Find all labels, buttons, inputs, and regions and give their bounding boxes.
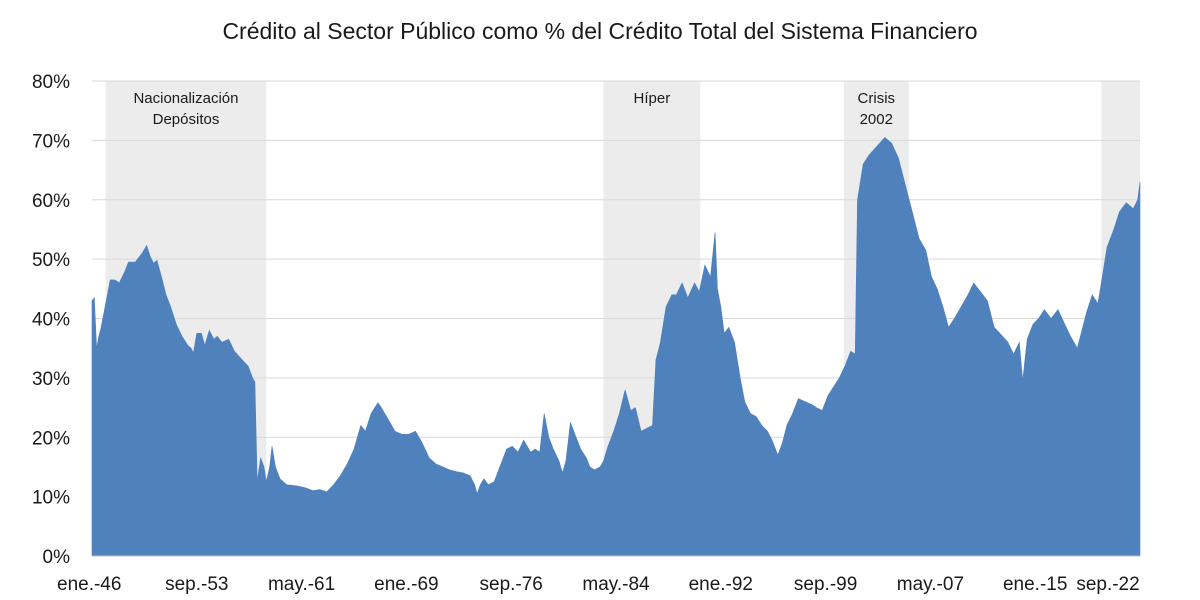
x-tick-label: sep.-99: [794, 574, 857, 595]
x-tick-label: ene.-69: [374, 574, 438, 595]
y-axis: 0% 10% 20% 30% 40% 50% 60% 70% 80%: [32, 72, 70, 568]
y-tick-label: 30%: [32, 369, 70, 390]
y-tick-label: 0%: [43, 547, 71, 568]
area-series: [91, 136, 1141, 557]
band-label: Nacionalización: [133, 90, 238, 107]
y-tick-label: 60%: [32, 191, 70, 212]
y-tick-label: 40%: [32, 310, 70, 331]
x-tick-label: may.-61: [268, 574, 335, 595]
y-tick-label: 20%: [32, 428, 70, 449]
y-tick-label: 70%: [32, 131, 70, 152]
band-label: Depósitos: [153, 111, 220, 128]
band-labels: Nacionalización Depósitos Híper Crisis 2002: [133, 90, 895, 128]
x-tick-label: sep.-22: [1076, 574, 1139, 595]
band-label: Crisis: [858, 90, 896, 107]
y-tick-label: 80%: [32, 72, 70, 93]
x-tick-label: sep.-76: [480, 574, 543, 595]
band-label: 2002: [860, 111, 893, 128]
x-tick-label: may.-84: [582, 574, 650, 595]
x-tick-label: ene.-15: [1003, 574, 1067, 595]
y-tick-label: 10%: [32, 488, 70, 509]
x-tick-label: ene.-92: [689, 574, 753, 595]
x-tick-label: ene.-46: [57, 574, 121, 595]
x-tick-label: may.-07: [897, 574, 964, 595]
x-tick-label: sep.-53: [165, 574, 228, 595]
area-series-fill: [91, 136, 1141, 557]
chart-title: Crédito al Sector Público como % del Cré…: [222, 18, 978, 44]
x-axis: ene.-46 sep.-53 may.-61 ene.-69 sep.-76 may.-…: [57, 555, 1140, 595]
band-label: Híper: [634, 90, 671, 107]
y-tick-label: 50%: [32, 250, 70, 271]
